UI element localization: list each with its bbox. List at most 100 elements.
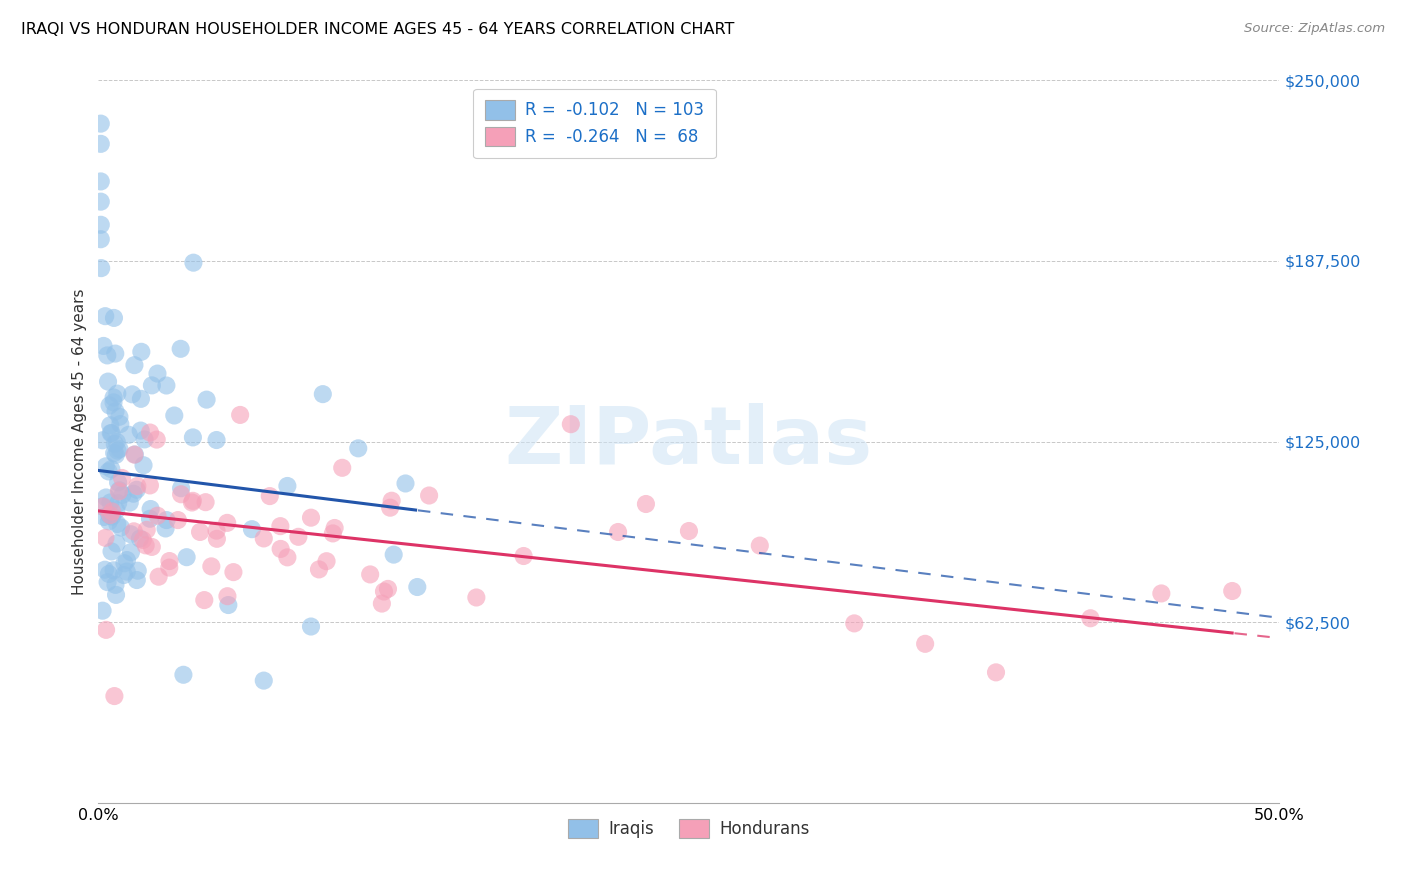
Point <box>91 604 114 618</box>
Point <box>984 665 1007 680</box>
Point <box>132 533 155 547</box>
Point <box>122 486 145 500</box>
Point <box>115 553 138 567</box>
Point <box>100 426 122 441</box>
Point <box>97 575 120 590</box>
Point <box>181 430 204 444</box>
Point <box>124 447 146 461</box>
Point <box>107 443 129 458</box>
Point <box>105 434 128 449</box>
Point <box>465 591 488 605</box>
Point <box>129 532 152 546</box>
Point <box>634 497 657 511</box>
Point <box>90 174 112 188</box>
Point <box>217 516 239 530</box>
Point <box>104 448 127 462</box>
Point <box>94 563 117 577</box>
Point <box>104 578 127 592</box>
Point <box>94 623 117 637</box>
Point <box>139 425 162 440</box>
Point <box>131 344 153 359</box>
Point <box>381 493 404 508</box>
Point <box>94 531 117 545</box>
Point <box>118 427 141 442</box>
Point <box>129 392 152 406</box>
Point <box>100 544 122 558</box>
Point <box>287 530 309 544</box>
Point <box>105 588 128 602</box>
Point <box>172 667 194 681</box>
Point <box>222 565 245 579</box>
Point <box>94 459 117 474</box>
Point <box>122 524 145 539</box>
Point <box>406 580 429 594</box>
Point <box>115 565 138 579</box>
Point <box>105 516 128 531</box>
Point <box>90 232 112 246</box>
Point <box>124 358 146 372</box>
Point <box>129 424 152 438</box>
Point <box>118 495 141 509</box>
Point <box>193 593 215 607</box>
Point <box>139 512 162 526</box>
Point <box>97 514 120 528</box>
Point <box>111 471 134 485</box>
Point <box>145 433 167 447</box>
Point <box>276 479 298 493</box>
Point <box>134 433 156 447</box>
Point <box>110 417 132 431</box>
Point <box>120 527 142 541</box>
Point <box>108 484 131 499</box>
Point <box>229 408 252 422</box>
Text: IRAQI VS HONDURAN HOUSEHOLDER INCOME AGES 45 - 64 YEARS CORRELATION CHART: IRAQI VS HONDURAN HOUSEHOLDER INCOME AGE… <box>21 22 734 37</box>
Point <box>103 563 125 577</box>
Point <box>200 559 222 574</box>
Legend: Iraqis, Hondurans: Iraqis, Hondurans <box>562 813 815 845</box>
Point <box>103 391 125 405</box>
Point <box>1080 611 1102 625</box>
Point <box>141 540 163 554</box>
Point <box>111 488 134 502</box>
Point <box>205 532 228 546</box>
Point <box>347 442 370 456</box>
Point <box>105 386 128 401</box>
Point <box>125 483 148 497</box>
Point <box>103 689 125 703</box>
Point <box>155 378 177 392</box>
Point <box>217 598 239 612</box>
Point <box>359 567 381 582</box>
Point <box>101 509 124 524</box>
Point <box>146 367 169 381</box>
Point <box>748 539 770 553</box>
Point <box>159 554 181 568</box>
Point <box>195 392 218 407</box>
Point <box>135 538 157 552</box>
Point <box>90 218 112 232</box>
Point <box>97 375 120 389</box>
Point <box>103 446 125 460</box>
Point <box>308 562 330 576</box>
Text: ZIPatlas: ZIPatlas <box>505 402 873 481</box>
Point <box>105 503 128 517</box>
Point <box>299 510 322 524</box>
Point <box>323 521 346 535</box>
Point <box>139 502 162 516</box>
Point <box>104 346 127 360</box>
Point <box>163 409 186 423</box>
Point <box>108 483 131 498</box>
Point <box>269 519 291 533</box>
Point <box>114 556 136 570</box>
Point <box>90 194 112 209</box>
Point <box>121 387 143 401</box>
Point <box>1220 584 1243 599</box>
Point <box>132 458 155 473</box>
Point <box>322 526 344 541</box>
Point <box>315 554 337 568</box>
Point <box>124 448 146 462</box>
Point <box>253 532 276 546</box>
Point <box>155 513 177 527</box>
Point <box>101 504 124 518</box>
Point <box>170 487 193 501</box>
Point <box>98 495 121 509</box>
Point <box>312 387 335 401</box>
